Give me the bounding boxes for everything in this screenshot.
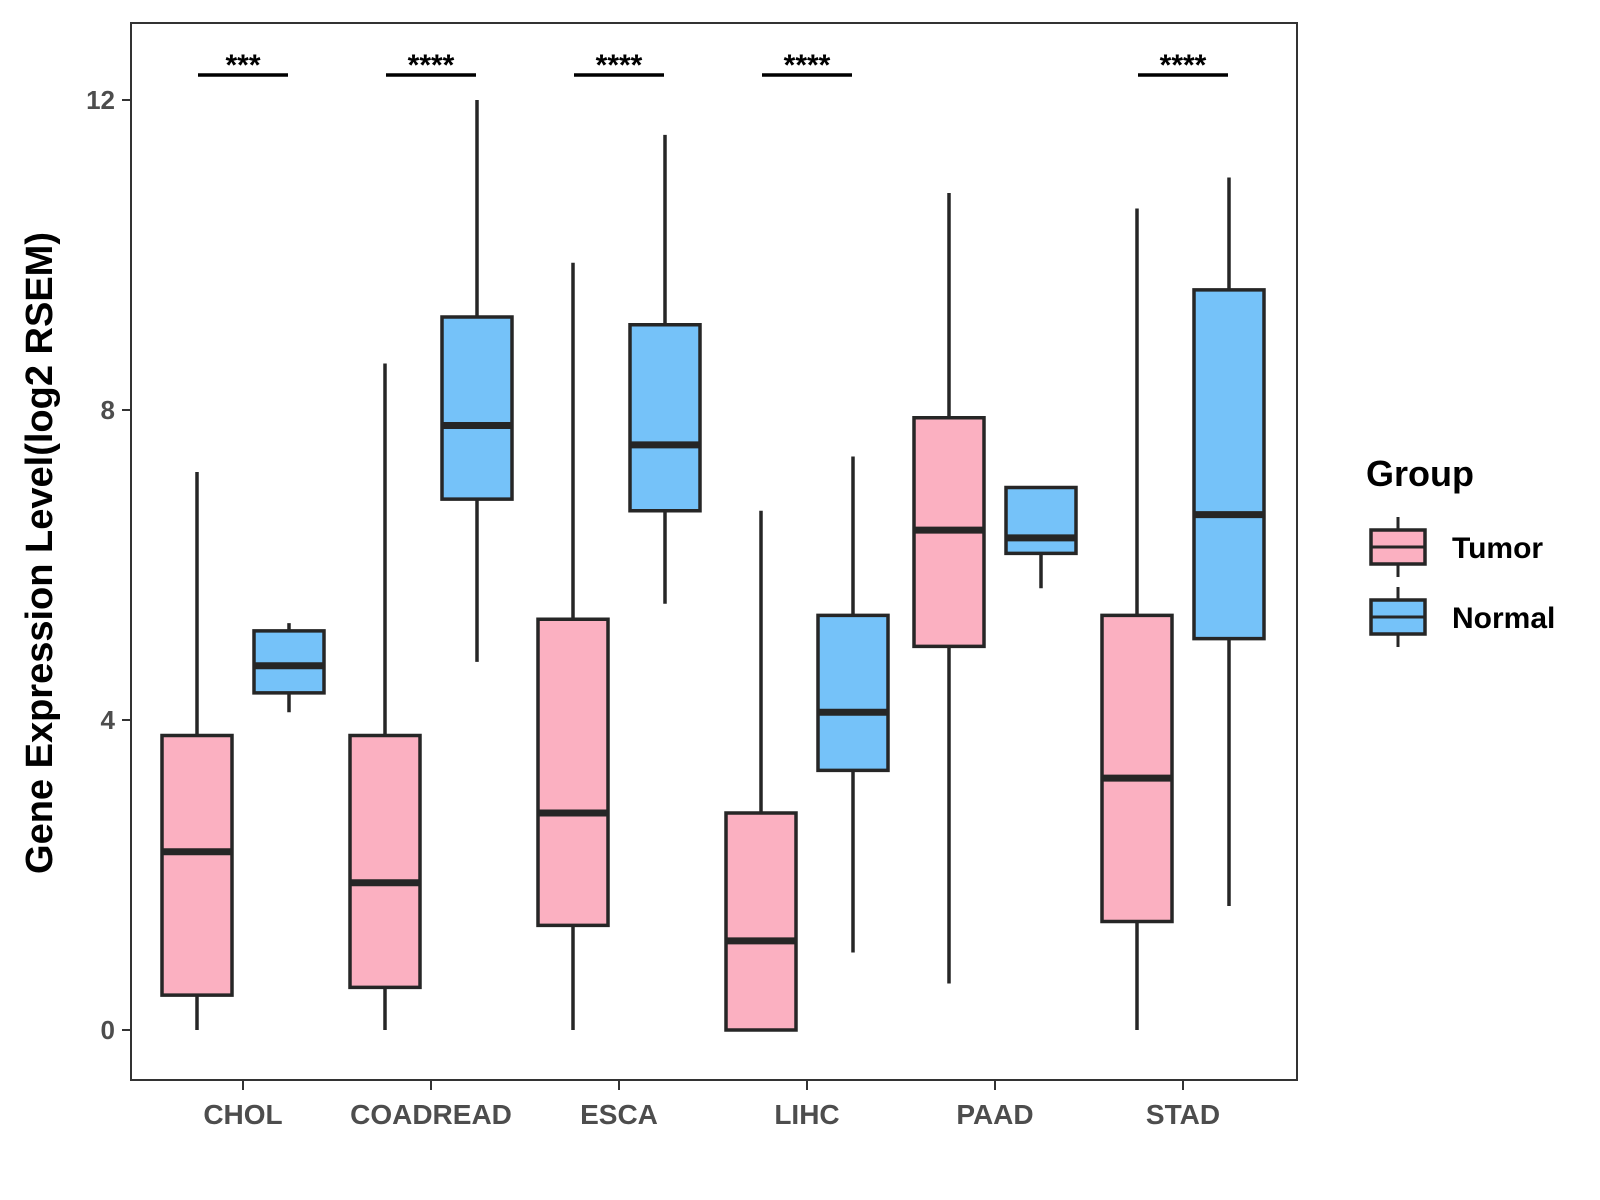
y-axis-title: Gene Expression Level(log2 RSEM) [19,232,61,874]
box-tumor-paad [912,193,986,984]
legend-title: Group [1366,453,1474,494]
x-tick-label: LIHC [774,1099,839,1130]
box-normal-coadread [440,100,514,662]
y-tick-label: 12 [86,85,115,115]
box-normal-chol [252,623,326,713]
legend-label: Normal [1452,602,1555,635]
box-iqr [724,811,798,1032]
significance-label: *** [225,49,260,82]
box-iqr [1192,288,1266,641]
box-layer [160,100,1266,1032]
box-normal-stad [1192,177,1266,906]
box-normal-esca [628,134,702,604]
box-iqr [440,315,514,501]
box-iqr [160,733,234,997]
significance-label: **** [1160,49,1207,82]
significance-label: **** [408,49,455,82]
box-tumor-esca [536,262,610,1030]
x-tick-label: ESCA [580,1099,658,1130]
box-normal-paad [1004,485,1078,589]
box-tumor-chol [160,472,234,1030]
legend-item-tumor: Tumor [1369,517,1543,577]
legend-label: Tumor [1452,532,1543,565]
significance-label: **** [596,49,643,82]
box-iqr [628,323,702,513]
x-tick-label: COADREAD [350,1099,512,1130]
box-iqr [536,617,610,928]
box-iqr [816,613,890,773]
box-iqr [1004,485,1078,556]
x-tick-label: STAD [1146,1099,1220,1130]
box-tumor-lihc [724,510,798,1032]
x-tick-label: PAAD [956,1099,1033,1130]
significance-label: **** [784,49,831,82]
significance-layer: *** **** **** **** **** [198,49,1228,82]
x-axis: CHOL COADREAD ESCA LIHC PAAD STAD [203,1080,1220,1130]
box-normal-lihc [816,456,890,953]
box-tumor-stad [1100,208,1174,1030]
y-axis: 0 4 8 12 [86,85,131,1045]
x-tick-label: CHOL [203,1099,282,1130]
box-iqr [252,629,326,695]
legend: Group Tumor Normal [1366,453,1555,647]
legend-item-normal: Normal [1369,587,1555,647]
box-iqr [348,733,422,990]
y-tick-label: 8 [101,395,115,425]
box-iqr [1100,613,1174,924]
y-tick-label: 0 [101,1015,115,1045]
y-tick-label: 4 [101,705,116,735]
box-tumor-coadread [348,363,422,1030]
